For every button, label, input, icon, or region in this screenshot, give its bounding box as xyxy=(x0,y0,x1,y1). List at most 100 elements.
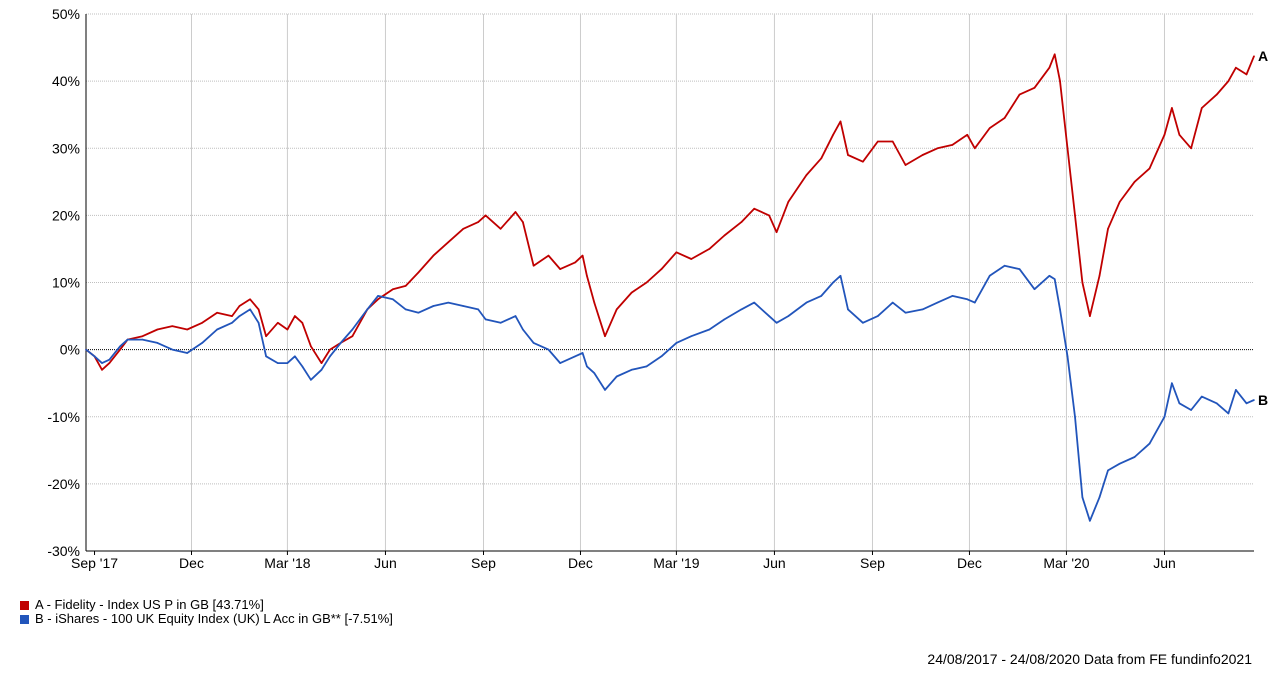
data-point xyxy=(1200,107,1203,109)
legend-label-a: A - Fidelity - Index US P in GB [43.71%] xyxy=(35,597,264,612)
data-point xyxy=(904,164,907,166)
data-point xyxy=(615,375,618,378)
data-point xyxy=(1066,147,1069,150)
data-point xyxy=(1245,402,1248,405)
data-point xyxy=(839,274,842,277)
data-point xyxy=(936,147,939,150)
data-point xyxy=(723,234,726,237)
data-point xyxy=(514,315,517,317)
data-point xyxy=(462,228,465,230)
data-point xyxy=(847,308,849,311)
data-point xyxy=(119,345,121,348)
data-point xyxy=(171,325,174,327)
data-point xyxy=(277,362,279,364)
x-tick-label: Dec xyxy=(179,555,204,571)
data-point xyxy=(593,301,596,304)
data-point xyxy=(404,308,407,311)
data-point xyxy=(768,214,770,217)
data-point xyxy=(499,228,502,230)
data-point xyxy=(1081,281,1084,284)
x-tick-label: Sep '17 xyxy=(71,555,118,571)
data-point xyxy=(277,321,279,324)
data-point xyxy=(301,365,304,368)
data-point xyxy=(574,261,576,264)
data-point xyxy=(1118,462,1121,465)
data-point xyxy=(877,315,879,317)
data-point xyxy=(921,308,924,311)
data-point xyxy=(201,321,203,324)
data-point xyxy=(559,268,562,270)
data-point xyxy=(477,308,479,311)
x-tick-label: Jun xyxy=(1153,555,1176,571)
data-point xyxy=(1033,87,1036,89)
data-point xyxy=(1098,274,1101,277)
data-point xyxy=(1133,456,1136,458)
data-point xyxy=(593,372,596,374)
data-point xyxy=(532,264,535,267)
data-point xyxy=(1107,469,1109,472)
data-point xyxy=(1178,402,1181,405)
data-point xyxy=(581,254,584,257)
performance-line-chart: 50% 40% 30% 20% 10% 0% -10% -20% -30%Sep '17 Dec M… xyxy=(47,6,1268,571)
data-point xyxy=(93,355,96,358)
data-point xyxy=(126,338,129,341)
data-point xyxy=(216,328,218,331)
data-point xyxy=(329,348,331,351)
data-point xyxy=(708,248,711,250)
data-point xyxy=(216,311,218,314)
data-point xyxy=(257,321,260,324)
data-point xyxy=(1003,264,1006,267)
x-tick-label: Jun xyxy=(763,555,786,571)
data-point xyxy=(1227,412,1230,415)
data-point xyxy=(1235,66,1237,69)
tick-labels: 50% 40% 30% 20% 10% 0% -10% -20% -30%Sep '17 Dec M… xyxy=(47,6,1268,571)
data-point xyxy=(171,348,174,351)
data-point xyxy=(1163,415,1166,418)
y-tick-label: -20% xyxy=(47,476,80,492)
data-point xyxy=(320,368,323,371)
data-point xyxy=(630,291,633,294)
data-point xyxy=(832,134,834,136)
data-point xyxy=(832,281,834,284)
legend-swatch-b xyxy=(20,614,29,624)
data-point xyxy=(1066,355,1069,358)
data-point xyxy=(1118,201,1121,203)
data-point xyxy=(392,298,394,301)
data-point xyxy=(447,241,450,244)
data-point xyxy=(286,362,289,364)
data-point xyxy=(85,348,87,351)
data-point xyxy=(249,308,251,311)
data-point xyxy=(462,305,465,307)
x-tick-label: Sep xyxy=(860,555,885,571)
data-point xyxy=(904,311,907,314)
data-point xyxy=(615,308,618,311)
data-point xyxy=(1033,288,1036,291)
data-point xyxy=(329,355,331,358)
data-point xyxy=(660,268,663,270)
data-point xyxy=(1235,389,1237,391)
data-point xyxy=(156,342,159,344)
data-point xyxy=(265,335,267,338)
data-point xyxy=(839,120,842,123)
data-point xyxy=(1059,308,1061,311)
legend-item-a: A - Fidelity - Index US P in GB [43.71%] xyxy=(20,598,393,612)
data-point xyxy=(1089,315,1091,317)
data-point xyxy=(820,157,823,160)
data-point xyxy=(891,140,894,143)
x-tick-label: Mar '19 xyxy=(653,555,699,571)
data-point xyxy=(1059,80,1061,82)
data-point xyxy=(301,321,304,324)
x-tick-label: Mar '20 xyxy=(1043,555,1089,571)
data-point xyxy=(891,301,894,304)
data-point xyxy=(231,321,233,324)
data-point xyxy=(286,328,289,331)
data-point xyxy=(660,355,663,358)
data-point xyxy=(156,328,159,331)
data-point xyxy=(141,335,144,338)
data-point xyxy=(432,305,435,307)
data-point xyxy=(201,342,203,344)
data-point xyxy=(675,251,678,254)
data-point xyxy=(1003,117,1006,119)
y-tick-label: 30% xyxy=(52,140,80,156)
data-point xyxy=(973,147,976,150)
